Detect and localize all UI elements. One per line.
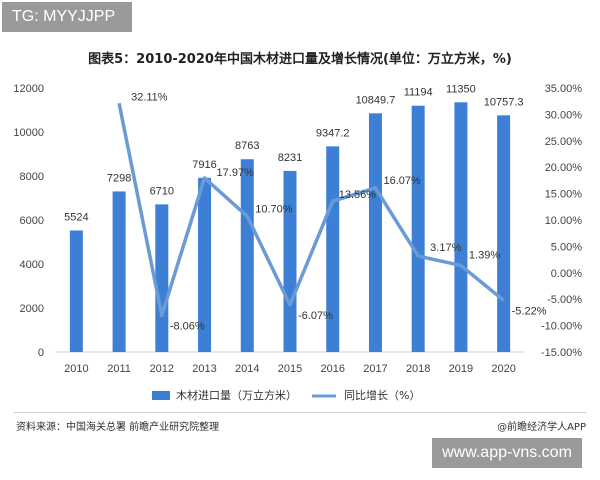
bar (69, 230, 83, 352)
bar (454, 102, 468, 352)
site-tag: www.app-vns.com (432, 438, 582, 468)
y-right-tick-label: 15.00% (545, 189, 583, 201)
bar (155, 204, 169, 352)
y-left-tick-label: 6000 (20, 215, 44, 227)
x-tick-label: 2011 (107, 363, 131, 375)
y-left-tick-label: 10000 (13, 127, 44, 139)
x-axis: 2010 2011 2012 2013 2014 2015 2016 2017 2018 2019… (64, 363, 516, 375)
bar-value-label: 8763 (235, 140, 259, 152)
y-left-tick-label: 0 (38, 347, 44, 359)
y-left-tick-label: 4000 (20, 259, 44, 271)
bar-value-label: 7298 (107, 172, 131, 184)
bar (411, 105, 425, 353)
growth-value-label: 17.97% (217, 167, 255, 179)
credit-note: @前瞻经济学人APP (497, 422, 586, 433)
bar-value-label: 9347.2 (316, 127, 350, 139)
growth-value-label: 32.11% (131, 91, 168, 103)
bar-value-label: 10757.3 (484, 96, 524, 108)
y-right-tick-label: 10.00% (545, 215, 583, 227)
source-note: 资料来源：中国海关总署 前瞻产业研究院整理 (16, 422, 220, 433)
bar-value-label: 6710 (150, 185, 174, 197)
y-right-tick-label: 35.00% (545, 83, 583, 95)
x-tick-label: 2010 (64, 363, 88, 375)
y-right-tick-label: 25.00% (545, 136, 583, 148)
y-left-tick-label: 8000 (20, 171, 44, 183)
watermark-tag: TG: MYYJJPP (2, 2, 132, 32)
growth-value-label: -6.07% (298, 310, 333, 322)
footer-divider (14, 412, 586, 413)
growth-value-label: 10.70% (255, 203, 293, 215)
legend: 木材进口量（万立方米） 同比增长（%） (152, 388, 420, 402)
y-right-tick-label: 5.00% (551, 241, 582, 253)
x-tick-label: 2020 (491, 363, 515, 375)
y-axis-right: 35.00% 30.00% 25.00% 20.00% 15.00% 10.00% 5.00… (541, 83, 582, 359)
bar (198, 177, 212, 352)
x-tick-label: 2013 (192, 363, 216, 375)
legend-bar-swatch (152, 391, 170, 400)
growth-value-label: -8.06% (170, 320, 205, 332)
bar-value-label: 5524 (64, 211, 88, 223)
growth-value-label: 3.17% (430, 242, 461, 254)
bar-value-label: 11350 (446, 83, 476, 95)
y-left-tick-label: 2000 (20, 303, 44, 315)
legend-bar-label: 木材进口量（万立方米） (176, 388, 297, 402)
bar (368, 113, 382, 352)
bar-value-label: 7916 (192, 159, 216, 171)
bar-series: 5524 7298 6710 7916 8763 8231 9347.2 10849.7 111… (64, 83, 524, 353)
y-right-tick-label: -5.00% (547, 294, 582, 306)
y-left-tick-label: 12000 (13, 83, 44, 95)
bar-value-label: 10849.7 (356, 94, 396, 106)
y-right-tick-label: -10.00% (541, 321, 582, 333)
x-tick-label: 2019 (449, 363, 473, 375)
growth-value-label: 16.07% (383, 175, 421, 187)
growth-value-label: -5.22% (512, 305, 547, 317)
growth-value-label: 1.39% (469, 249, 500, 261)
growth-line (117, 102, 505, 318)
bar (283, 170, 297, 352)
bar (326, 146, 340, 352)
y-right-tick-label: 0.00% (551, 268, 582, 280)
x-tick-label: 2014 (235, 363, 259, 375)
growth-series: 32.11% -8.06% 17.97% 10.70% -6.07% 13.56% 16.0… (117, 91, 547, 332)
y-right-tick-label: 20.00% (545, 162, 583, 174)
x-tick-label: 2018 (406, 363, 430, 375)
bar (240, 159, 254, 352)
y-right-tick-label: -15.00% (541, 347, 582, 359)
bar (112, 191, 126, 352)
x-tick-label: 2017 (363, 363, 387, 375)
x-tick-label: 2012 (150, 363, 174, 375)
x-tick-label: 2015 (278, 363, 302, 375)
bar-value-label: 8231 (278, 152, 302, 164)
y-right-tick-label: 30.00% (545, 109, 583, 121)
chart-title: 图表5：2010-2020年中国木材进口量及增长情况(单位：万立方米，%) (88, 52, 512, 67)
bar-value-label: 11194 (404, 87, 433, 99)
bar (497, 115, 511, 352)
y-axis-left: 0 2000 4000 6000 8000 10000 12000 (13, 83, 44, 359)
growth-value-label: 13.56% (339, 189, 377, 201)
x-tick-label: 2016 (320, 363, 344, 375)
legend-line-label: 同比增长（%） (344, 388, 420, 402)
